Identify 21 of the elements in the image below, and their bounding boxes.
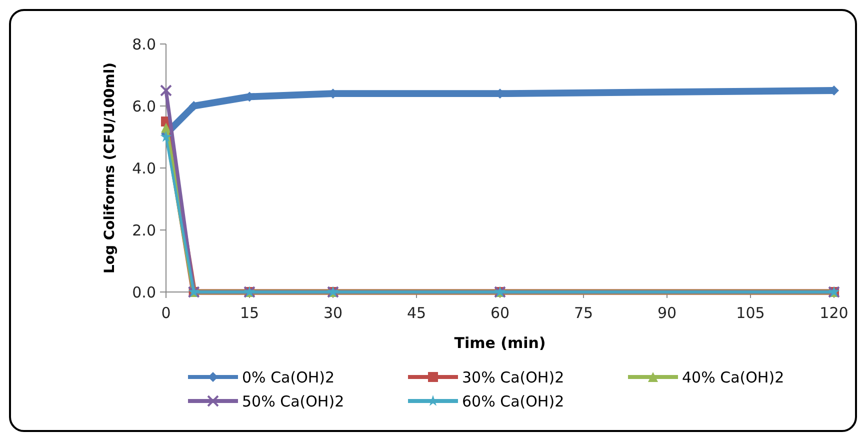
y-tick-label: 2.0 bbox=[132, 221, 156, 240]
y-tick-label: 6.0 bbox=[132, 97, 156, 116]
x-tick-label: 30 bbox=[323, 304, 343, 322]
x-tick-label: 0 bbox=[161, 304, 171, 322]
x-tick-label: 90 bbox=[657, 304, 677, 322]
legend-label: 60% Ca(OH)2 bbox=[462, 392, 564, 410]
x-tick-label: 120 bbox=[820, 304, 848, 322]
legend-label: 0% Ca(OH)2 bbox=[242, 368, 335, 386]
legend-label: 50% Ca(OH)2 bbox=[242, 392, 344, 410]
y-axis-title: Log Coliforms (CFU/100ml) bbox=[102, 62, 118, 274]
x-tick-label: 60 bbox=[490, 304, 510, 322]
y-tick-label: 8.0 bbox=[132, 35, 156, 54]
x-tick-label: 105 bbox=[736, 304, 765, 322]
legend-label: 40% Ca(OH)2 bbox=[682, 368, 784, 386]
x-tick-label: 15 bbox=[240, 304, 260, 322]
x-axis-title: Time (min) bbox=[454, 334, 546, 352]
y-tick-label: 0.0 bbox=[132, 283, 156, 302]
y-tick-label: 4.0 bbox=[132, 159, 156, 178]
legend-label: 30% Ca(OH)2 bbox=[462, 368, 564, 386]
x-tick-label: 45 bbox=[406, 304, 426, 322]
x-tick-label: 75 bbox=[574, 304, 594, 322]
